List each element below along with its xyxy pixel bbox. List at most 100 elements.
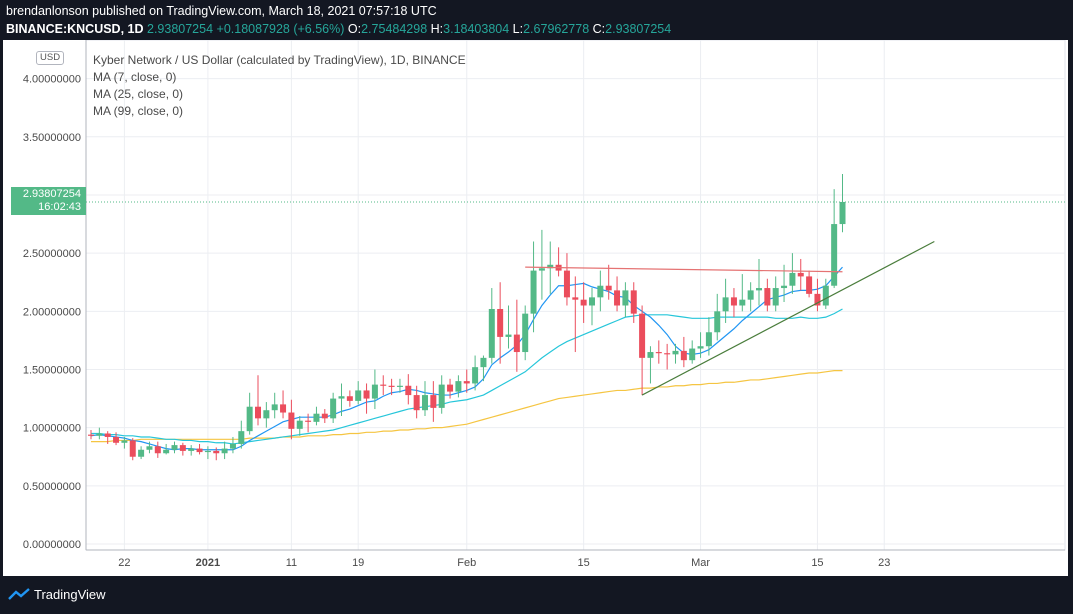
candle-body (296, 420, 303, 429)
candle-body (722, 297, 729, 312)
candle-body (614, 290, 621, 306)
candle-body (163, 449, 170, 454)
candle-body (472, 367, 479, 384)
open-value: 2.75484298 (361, 22, 428, 36)
candle-body (488, 308, 495, 358)
candle-body (330, 398, 337, 419)
candle-body (371, 384, 378, 399)
candle-body (380, 384, 387, 386)
candle-body (455, 381, 462, 392)
candle-body (271, 404, 278, 411)
candle-body (447, 384, 454, 392)
candle-body (288, 412, 295, 429)
y-tick-label: 2.50000000 (23, 248, 81, 260)
y-tick-label: 1.00000000 (23, 423, 81, 435)
high-value: 3.18403804 (443, 22, 510, 36)
candle-body (463, 381, 470, 384)
x-tick-label: Mar (691, 557, 710, 569)
candle-body (597, 285, 604, 298)
candle-body (789, 272, 796, 286)
candle-body (538, 268, 545, 271)
candle-body (781, 285, 788, 289)
symbol-label: BINANCE:KNCUSD, 1D (6, 22, 144, 36)
x-tick-label: 15 (811, 557, 823, 569)
candle-body (438, 384, 445, 408)
candle-body (213, 450, 220, 454)
candle-body (229, 443, 236, 449)
candle-body (764, 288, 771, 306)
candle-body (280, 404, 287, 413)
currency-badge[interactable]: USD (36, 51, 65, 65)
candle-body (413, 395, 420, 411)
candle-body (255, 406, 261, 419)
candle-body (204, 450, 211, 453)
candle-body (814, 293, 821, 306)
current-price-value: 2.93807254 (22, 188, 81, 200)
footer-brand[interactable]: TradingView (8, 587, 106, 603)
candle-body (806, 276, 813, 294)
candle-body (797, 272, 804, 277)
candle-body (697, 346, 704, 349)
candle-body (563, 270, 570, 298)
candle-body (346, 396, 353, 401)
candle-body (513, 334, 520, 353)
chart-title: Kyber Network / US Dollar (calculated by… (93, 53, 466, 67)
candle-body (530, 270, 537, 314)
candle-body (664, 353, 671, 355)
candle-body (772, 288, 779, 306)
candle-body (622, 290, 629, 306)
candle-body (405, 385, 412, 396)
candle-body (129, 440, 136, 457)
price-chart[interactable]: 0.00000000 0.50000000 1.00000000 1.50000000… (3, 40, 1068, 576)
y-tick-label: 1.50000000 (23, 364, 81, 376)
x-tick-label: 15 (578, 557, 590, 569)
candle-body (179, 445, 186, 451)
candle-body (422, 395, 428, 411)
y-tick-label: 0.50000000 (23, 481, 81, 493)
candle-body (497, 308, 504, 337)
candle-body (121, 440, 128, 443)
candle-body (680, 350, 687, 361)
candle-body (113, 436, 120, 443)
candle-body (263, 410, 270, 419)
candle-body (705, 332, 712, 347)
candle-body (630, 290, 637, 314)
legend-ma7[interactable]: MA (7, close, 0) (93, 70, 177, 84)
candle-body (196, 448, 203, 453)
chart-panel[interactable]: 0.00000000 0.50000000 1.00000000 1.50000000… (3, 40, 1068, 576)
close-value: 2.93807254 (605, 22, 672, 36)
candle-body (246, 406, 253, 432)
legend-ma99[interactable]: MA (99, close, 0) (93, 104, 184, 118)
price-change: +0.18087928 (+6.56%) (216, 22, 345, 36)
support-trendline (641, 240, 935, 396)
candle-body (822, 285, 829, 306)
low-label: L: (512, 22, 524, 36)
candle-body (338, 396, 345, 399)
candle-body (430, 395, 437, 408)
candle-body (756, 288, 762, 291)
ohlc-header: BINANCE:KNCUSD, 1D 2.93807254 +0.1808792… (6, 22, 671, 36)
x-tick-label: Feb (457, 557, 476, 569)
candle-body (672, 350, 679, 355)
candle-body (396, 385, 403, 387)
candle-body (363, 390, 370, 399)
candle-body (647, 352, 654, 358)
candle-body (747, 290, 754, 300)
candle-body (355, 390, 362, 401)
candle-body (730, 297, 737, 306)
candle-body (572, 297, 579, 300)
y-tick-label: 4.00000000 (23, 74, 81, 86)
candle-body (221, 448, 228, 454)
legend-ma25[interactable]: MA (25, close, 0) (93, 87, 184, 101)
candle-body (639, 313, 646, 358)
candle-body (96, 433, 103, 436)
candle-body (505, 334, 512, 337)
brand-name: TradingView (34, 587, 106, 602)
candle-body (88, 434, 94, 436)
candle-body (580, 299, 587, 306)
candle-body (839, 201, 846, 225)
candle-body (547, 264, 554, 269)
candle-body (171, 445, 178, 450)
x-tick-label: 19 (352, 557, 364, 569)
open-label: O: (347, 22, 362, 36)
